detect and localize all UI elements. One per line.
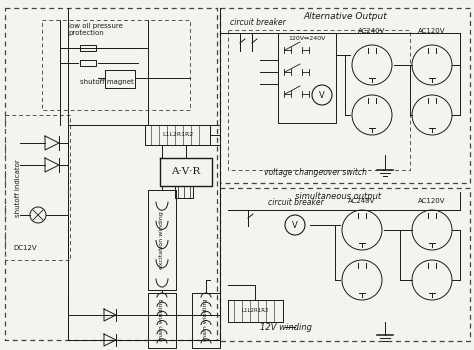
Text: A·V·R: A·V·R xyxy=(172,168,201,176)
Text: L1L2R1R2: L1L2R1R2 xyxy=(163,133,193,138)
Text: voltage changeover switch: voltage changeover switch xyxy=(264,168,367,177)
Text: circuit breaker: circuit breaker xyxy=(268,198,324,207)
Text: V: V xyxy=(292,220,298,230)
Polygon shape xyxy=(80,45,96,51)
Text: circuit breaker: circuit breaker xyxy=(230,18,286,27)
Polygon shape xyxy=(105,70,135,88)
Polygon shape xyxy=(192,293,220,348)
Text: AC120V: AC120V xyxy=(418,28,446,34)
Text: V: V xyxy=(319,91,325,99)
Text: AC240V: AC240V xyxy=(348,198,376,204)
Text: AC120V: AC120V xyxy=(418,198,446,204)
Text: 120V⇔240V: 120V⇔240V xyxy=(288,36,326,41)
Text: shutoff indicator: shutoff indicator xyxy=(15,159,21,217)
Text: excitation winding: excitation winding xyxy=(159,211,164,269)
Text: main winding: main winding xyxy=(159,299,164,341)
Text: main winding: main winding xyxy=(203,299,209,341)
Text: DC12V: DC12V xyxy=(13,245,37,251)
Polygon shape xyxy=(148,190,176,290)
Text: simultaneous output: simultaneous output xyxy=(295,192,381,201)
Text: Alternative Output: Alternative Output xyxy=(303,12,387,21)
Polygon shape xyxy=(148,293,176,348)
Text: low oil pressure
protection: low oil pressure protection xyxy=(68,23,123,36)
Text: AC240V: AC240V xyxy=(358,28,386,34)
Polygon shape xyxy=(80,60,96,66)
Text: shutoff magnet: shutoff magnet xyxy=(80,79,134,85)
Text: L1L2R1R2: L1L2R1R2 xyxy=(241,308,269,314)
Text: 12V winding: 12V winding xyxy=(260,323,312,332)
